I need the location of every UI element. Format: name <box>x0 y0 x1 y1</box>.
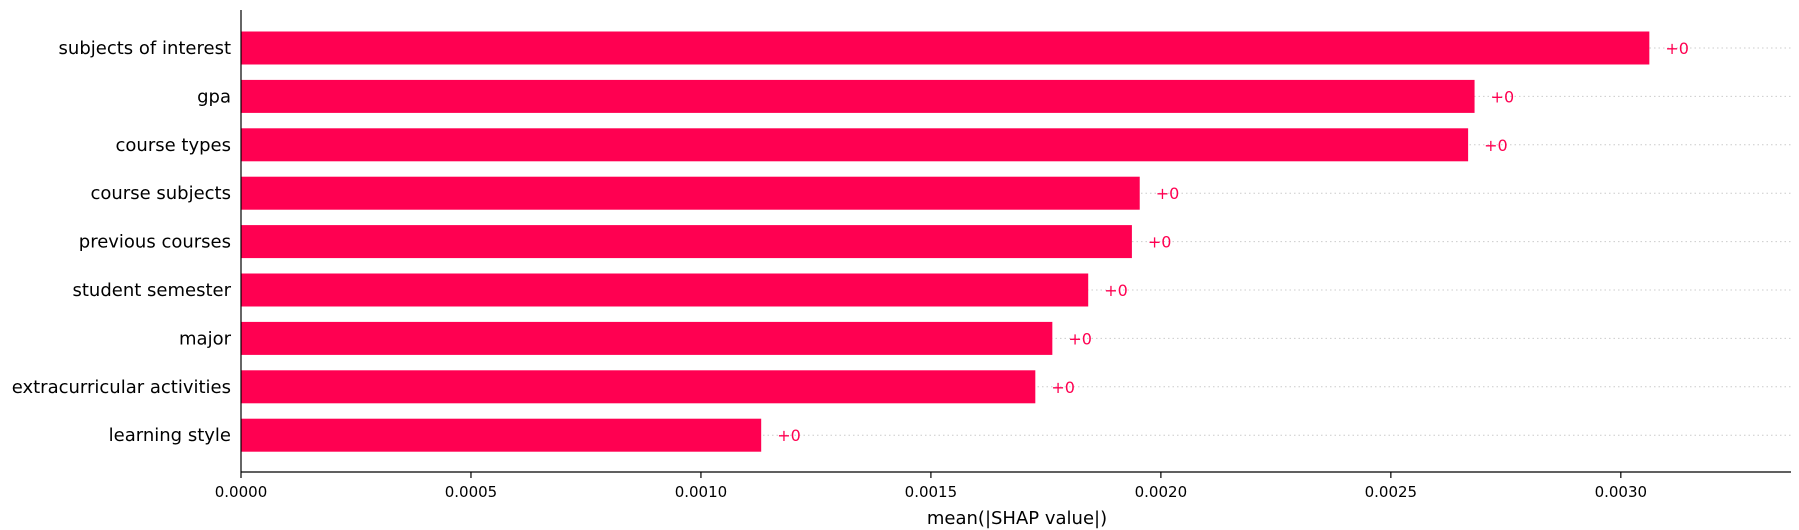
y-tick-label: previous courses <box>79 232 231 253</box>
y-tick-label: student semester <box>72 280 231 301</box>
y-tick-label: extracurricular activities <box>12 377 231 398</box>
x-tick-label: 0.0030 <box>1595 483 1648 501</box>
value-label: +0 <box>1491 87 1515 106</box>
x-axis-label: mean(|SHAP value|) <box>927 508 1107 529</box>
bar <box>241 273 1089 307</box>
y-tick-label: subjects of interest <box>59 38 231 59</box>
bar <box>241 79 1475 113</box>
x-tick-label: 0.0015 <box>905 483 958 501</box>
y-tick-label: course types <box>116 135 231 156</box>
bars <box>241 31 1650 452</box>
value-label: +0 <box>1104 281 1128 300</box>
bar <box>241 176 1140 210</box>
x-ticks: 0.0000 0.0005 0.0010 0.0015 0.0020 0.0025 0.00… <box>215 472 1647 501</box>
bar <box>241 370 1036 404</box>
x-tick-label: 0.0020 <box>1135 483 1188 501</box>
bar <box>241 31 1650 65</box>
bar <box>241 128 1469 162</box>
value-label: +0 <box>1051 378 1075 397</box>
value-label: +0 <box>1484 136 1508 155</box>
y-tick-labels: subjects of interest gpa course types cours… <box>12 38 232 446</box>
value-label: +0 <box>1665 39 1689 58</box>
y-tick-label: major <box>179 328 232 349</box>
value-label: +0 <box>1156 184 1180 203</box>
x-tick-label: 0.0005 <box>445 483 498 501</box>
value-labels: +0 +0 +0 +0 +0 +0 +0 +0 +0 <box>777 39 1689 445</box>
bar <box>241 225 1132 259</box>
x-tick-label: 0.0025 <box>1365 483 1418 501</box>
y-tick-label: course subjects <box>90 183 231 204</box>
value-label: +0 <box>1148 233 1172 252</box>
y-tick-label: learning style <box>109 425 231 446</box>
bar <box>241 321 1053 355</box>
bar <box>241 418 762 452</box>
y-tick-label: gpa <box>197 86 231 107</box>
value-label: +0 <box>777 426 801 445</box>
x-tick-label: 0.0000 <box>215 483 268 501</box>
value-label: +0 <box>1068 329 1092 348</box>
x-tick-label: 0.0010 <box>675 483 728 501</box>
